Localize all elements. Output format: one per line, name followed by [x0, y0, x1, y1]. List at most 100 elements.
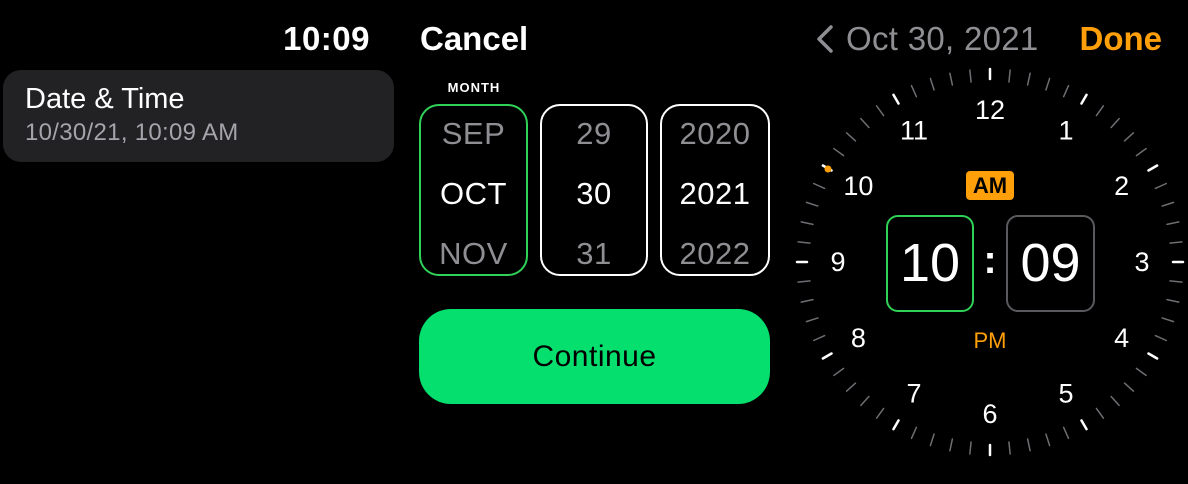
month-option-next[interactable]: NOV: [439, 236, 508, 271]
dial-position-dot: [824, 165, 832, 173]
dial-hour-7: 7: [906, 379, 921, 409]
dial-hour-3: 3: [1134, 247, 1149, 277]
dial-minor-tick: [1166, 298, 1180, 303]
month-picker[interactable]: SEP OCT NOV: [419, 104, 528, 276]
dial-major-tick: [1080, 419, 1088, 431]
dial-minor-tick: [1095, 105, 1105, 117]
year-option-next[interactable]: 2022: [679, 236, 751, 271]
dial-minor-tick: [969, 441, 972, 455]
day-option-next[interactable]: 31: [576, 236, 612, 271]
dial-minor-tick: [805, 317, 819, 323]
dial-major-tick: [1147, 352, 1159, 360]
dial-minor-tick: [812, 182, 826, 190]
dial-minor-tick: [1045, 433, 1051, 447]
dial-ticks: [795, 67, 1185, 457]
dial-minor-tick: [949, 438, 954, 452]
hour-field[interactable]: 10: [886, 215, 974, 312]
dial-hour-4: 4: [1114, 323, 1129, 353]
back-date-label: Oct 30, 2021: [846, 20, 1039, 57]
date-time-value: 10/30/21, 10:09 AM: [25, 119, 239, 146]
dial-minor-tick: [1110, 395, 1120, 407]
dial-minor-tick: [800, 221, 814, 226]
time-separator: :: [983, 238, 997, 282]
dial-major-tick: [892, 93, 900, 105]
dial-major-tick: [1080, 93, 1088, 105]
dial-minor-tick: [910, 84, 918, 98]
dial-minor-tick: [1154, 334, 1168, 342]
dial-minor-tick: [833, 147, 845, 157]
dial-minor-tick: [800, 298, 814, 303]
pm-toggle[interactable]: PM: [973, 328, 1007, 353]
dial-minor-tick: [1166, 221, 1180, 226]
dial-major-tick: [892, 419, 900, 431]
chevron-left-icon: [817, 25, 833, 53]
dial-minor-tick: [875, 407, 885, 419]
dial-minor-tick: [797, 280, 811, 283]
dial-minor-tick: [949, 72, 954, 86]
date-time-title: Date & Time: [25, 83, 185, 115]
dial-minor-tick: [860, 395, 870, 407]
date-picker-screen: Cancel MONTH SEP OCT NOV 29 30 31 2020 2…: [400, 0, 790, 484]
month-option-prev[interactable]: SEP: [441, 116, 506, 151]
dial-minor-tick: [929, 433, 935, 447]
dial-minor-tick: [805, 201, 819, 207]
dial-minor-tick: [845, 132, 857, 142]
dial-hour-1: 1: [1058, 115, 1073, 145]
dial-minor-tick: [1123, 132, 1135, 142]
month-option-selected[interactable]: OCT: [440, 176, 507, 211]
year-picker[interactable]: 2020 2021 2022: [660, 104, 770, 276]
status-clock: 10:09: [283, 20, 370, 57]
dial-minor-tick: [1169, 280, 1183, 283]
dial-hour-5: 5: [1058, 379, 1073, 409]
minute-field[interactable]: 09: [1006, 215, 1095, 312]
dial-major-tick: [821, 352, 833, 360]
back-button[interactable]: Oct 30, 2021: [816, 20, 1039, 58]
cancel-button[interactable]: Cancel: [420, 20, 529, 57]
am-toggle[interactable]: AM: [966, 171, 1014, 200]
dial-minor-tick: [845, 382, 857, 392]
month-caption: MONTH: [447, 80, 501, 95]
day-option-prev[interactable]: 29: [576, 116, 612, 151]
year-option-selected[interactable]: 2021: [679, 176, 751, 211]
dial-minor-tick: [929, 77, 935, 91]
dial-minor-tick: [1169, 241, 1183, 244]
dial-minor-tick: [1135, 367, 1147, 377]
continue-button[interactable]: Continue: [419, 309, 770, 404]
dial-hour-11: 11: [900, 115, 928, 145]
dial-minor-tick: [1110, 117, 1120, 129]
settings-screen: 10:09 Date & Time 10/30/21, 10:09 AM: [0, 0, 400, 484]
dial-minor-tick: [1045, 77, 1051, 91]
dial-major-tick: [1147, 164, 1159, 172]
dial-minor-tick: [1026, 438, 1031, 452]
dial-hour-2: 2: [1114, 171, 1129, 201]
dial-minor-tick: [1154, 182, 1168, 190]
dial-minor-tick: [797, 241, 811, 244]
dial-hour-9: 9: [830, 247, 845, 277]
dial-minor-tick: [969, 69, 972, 83]
dial-minor-tick: [1062, 426, 1070, 440]
dial-minor-tick: [910, 426, 918, 440]
dial-minor-tick: [1161, 201, 1175, 207]
dial-minor-tick: [1008, 69, 1011, 83]
dial-hour-10: 10: [843, 171, 873, 201]
day-option-selected[interactable]: 30: [576, 176, 612, 211]
dial-minor-tick: [1123, 382, 1135, 392]
dial-minor-tick: [1095, 407, 1105, 419]
year-option-prev[interactable]: 2020: [679, 116, 751, 151]
dial-minor-tick: [860, 117, 870, 129]
time-picker-screen: Oct 30, 2021 Done 12 1 2 3 4 5 6 7 8 9 10 11 AM PM …: [790, 0, 1188, 484]
date-time-row[interactable]: Date & Time 10/30/21, 10:09 AM: [3, 70, 394, 162]
dial-minor-tick: [1026, 72, 1031, 86]
day-picker[interactable]: 29 30 31: [540, 104, 648, 276]
done-button[interactable]: Done: [1079, 20, 1163, 57]
dial-hour-6: 6: [982, 399, 997, 429]
dial-hour-12: 12: [975, 95, 1005, 125]
dial-minor-tick: [1008, 441, 1011, 455]
dial-minor-tick: [833, 367, 845, 377]
dial-minor-tick: [1062, 84, 1070, 98]
dial-minor-tick: [1161, 317, 1175, 323]
dial-minor-tick: [1135, 147, 1147, 157]
dial-minor-tick: [875, 105, 885, 117]
